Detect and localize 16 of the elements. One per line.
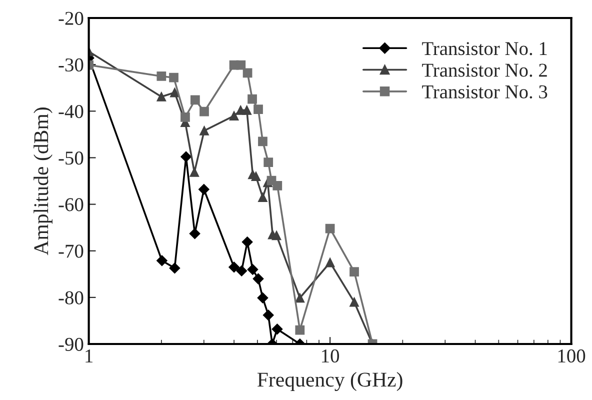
y-axis-title: Amplitude (dBm) [34,108,52,256]
x-axis-title: Frequency (GHz) [257,372,402,391]
y-tick-label: -90 [58,338,84,351]
y-tick-label: -80 [58,291,84,304]
y-tick-label: -20 [58,12,84,25]
legend-label: Transistor No. 3 [422,85,548,99]
y-tick-label: -70 [58,244,84,258]
x-tick-label: 100 [558,349,586,363]
y-tick-label: -60 [58,198,84,212]
y-tick-label: -30 [58,58,84,72]
y-tick-label: -40 [58,104,84,118]
x-tick-label: 10 [322,349,340,363]
legend-label: Transistor No. 1 [422,42,547,56]
y-tick-label: -50 [58,152,84,165]
legend-label: Transistor No. 2 [422,64,547,77]
x-tick-label: 1 [86,350,92,362]
